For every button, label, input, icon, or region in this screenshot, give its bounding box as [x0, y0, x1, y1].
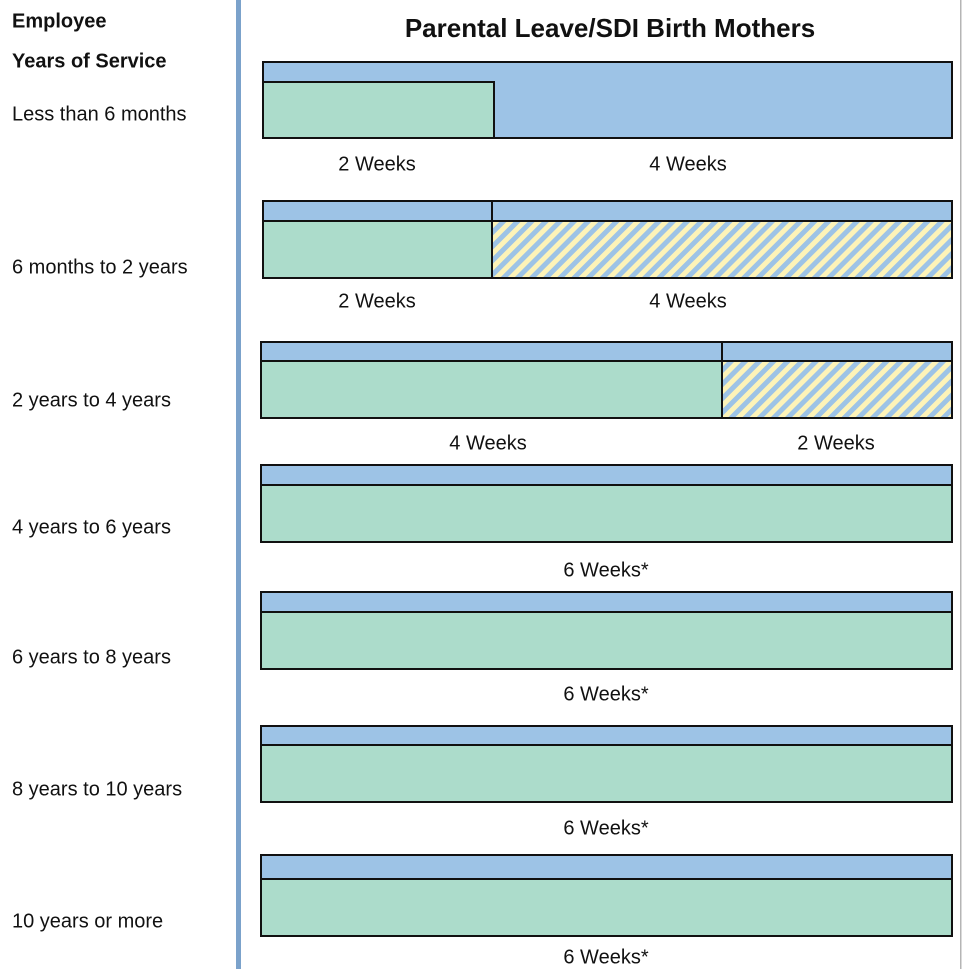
leave-block: [260, 360, 723, 419]
divider: [236, 0, 241, 969]
segment-label: 2 Weeks: [338, 290, 415, 312]
sdi-strip: [260, 591, 953, 613]
segment-label: 6 Weeks*: [563, 683, 648, 705]
segment-label: 4 Weeks: [649, 290, 726, 312]
header-line: Years of Service: [12, 50, 167, 72]
sdi-strip: [260, 341, 953, 362]
sdi-strip: [260, 854, 953, 880]
header-line: Employee: [12, 10, 106, 32]
leave-block: [260, 611, 953, 670]
segment-label: 4 Weeks: [649, 153, 726, 175]
sdi-strip: [260, 464, 953, 486]
segment-label: 4 Weeks: [449, 432, 526, 454]
row-label: 6 years to 8 years: [12, 646, 171, 668]
leave-block: [260, 744, 953, 803]
row-label: 2 years to 4 years: [12, 389, 171, 411]
row-label: 4 years to 6 years: [12, 516, 171, 538]
sdi-strip: [262, 200, 953, 222]
segment-label: 6 Weeks*: [563, 817, 648, 839]
title: Parental Leave/SDI Birth Mothers: [405, 13, 815, 43]
right-border: [960, 0, 962, 969]
hatched-block: [491, 220, 953, 279]
leave-block: [262, 81, 495, 139]
row-label: 8 years to 10 years: [12, 778, 182, 800]
leave-block: [260, 484, 953, 543]
sdi-strip: [260, 725, 953, 746]
segment-label: 2 Weeks: [797, 432, 874, 454]
leave-block: [262, 220, 493, 279]
segment-label: 2 Weeks: [338, 153, 415, 175]
row-label: Less than 6 months: [12, 103, 187, 125]
leave-block: [260, 878, 953, 937]
segment-label: 6 Weeks*: [563, 946, 648, 968]
segment-label: 6 Weeks*: [563, 559, 648, 581]
row-label: 6 months to 2 years: [12, 256, 188, 278]
row-label: 10 years or more: [12, 910, 163, 932]
hatched-block: [721, 360, 953, 419]
